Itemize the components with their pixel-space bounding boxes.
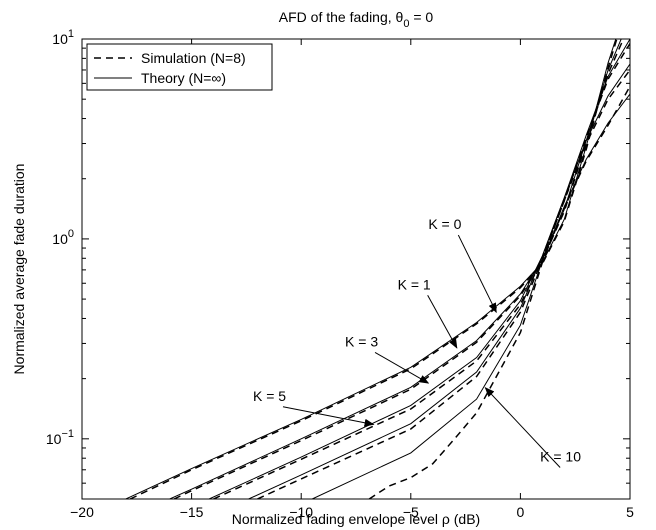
title-suffix: = 0: [409, 9, 433, 25]
theory-curve-k10: [311, 93, 630, 499]
simulation-curve-k10: [368, 85, 630, 499]
annotation-label: K = 10: [540, 449, 581, 465]
annotation-label: K = 5: [253, 388, 286, 404]
annotation-group: K = 0 K = 1 K = 3 K = 5 K = 10: [253, 216, 581, 468]
y-axis-label: Normalized average fade duration: [11, 164, 27, 375]
theory-curve-k3: [208, 39, 630, 499]
annotation-label: K = 0: [428, 216, 461, 232]
x-tick-label: −5: [403, 504, 419, 520]
legend-label-simulation: Simulation (N=8): [141, 50, 246, 66]
annotation-arrow: [427, 295, 458, 349]
annotation-arrow: [484, 387, 561, 468]
theory-curve-k0: [125, 39, 617, 499]
x-axis-label: Normalized fading envelope level ρ (dB): [232, 511, 480, 527]
x-tick-label: −20: [70, 504, 94, 520]
legend: Simulation (N=8) Theory (N=∞): [86, 43, 273, 91]
chart-title: AFD of the fading, θ0 = 0: [279, 9, 434, 30]
annotation-label: K = 3: [345, 333, 378, 349]
series-group: [125, 39, 630, 499]
title-prefix: AFD of the fading, θ: [279, 9, 404, 25]
theory-curve-k5: [248, 63, 630, 499]
x-tick-label: 5: [626, 504, 634, 520]
y-tick-label: 100: [52, 228, 74, 247]
y-axis: 10−1 100 101: [46, 28, 630, 500]
x-tick-label: −15: [180, 504, 204, 520]
simulation-curve-k1: [173, 39, 625, 499]
legend-label-theory: Theory (N=∞): [141, 70, 226, 86]
legend-box: [86, 43, 273, 91]
annotation-arrow: [282, 406, 375, 427]
x-tick-label: 0: [517, 504, 525, 520]
annotation-arrow: [457, 234, 497, 314]
title-subscript: 0: [403, 18, 409, 30]
x-axis: −20 −15 −10 −5 0 5: [70, 39, 634, 520]
y-tick-label: 101: [52, 28, 74, 47]
theory-curve-k1: [169, 39, 622, 499]
simulation-curve-k3: [213, 43, 630, 499]
simulation-curve-k5: [257, 69, 630, 499]
y-tick-label: 10−1: [46, 428, 74, 447]
x-tick-label: −10: [289, 504, 313, 520]
simulation-curve-k0: [129, 39, 618, 499]
annotation-label: K = 1: [398, 276, 431, 292]
annotation-arrow: [374, 351, 430, 384]
plot-frame: [81, 38, 631, 500]
